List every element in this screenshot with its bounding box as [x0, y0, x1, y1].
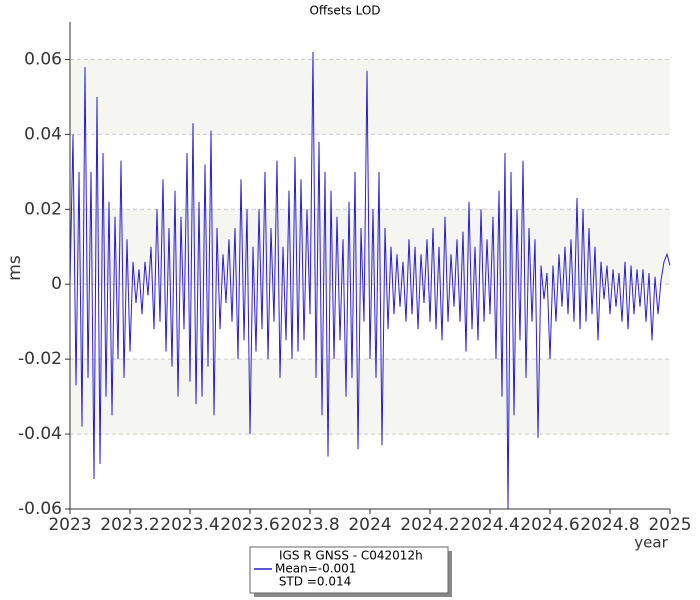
- x-tick-label: 2024.8: [580, 515, 639, 535]
- x-tick-label: 2024.4: [460, 515, 519, 535]
- x-tick-label: 2023.6: [220, 515, 279, 535]
- x-axis-label: year: [634, 534, 668, 552]
- x-tick-label: 2023.2: [100, 515, 159, 535]
- grid-band: [70, 209, 670, 285]
- x-tick-label: 2023.4: [160, 515, 219, 535]
- y-axis-label: ms: [5, 255, 25, 281]
- x-tick-label: 2024.2: [400, 515, 459, 535]
- x-tick-label: 2023: [48, 515, 91, 535]
- grid-band: [70, 359, 670, 435]
- x-tick-label: 2025: [648, 515, 691, 535]
- y-tick-label: 0.04: [24, 124, 62, 144]
- legend-mean: Mean=-0.001: [275, 562, 356, 576]
- legend-label: IGS R GNSS - C042012h: [279, 549, 423, 563]
- grid-band: [70, 59, 670, 135]
- y-tick-label: -0.04: [18, 424, 62, 444]
- chart-title: Offsets LOD: [309, 4, 380, 18]
- y-tick-label: 0: [51, 274, 62, 294]
- x-tick-label: 2024.6: [520, 515, 579, 535]
- y-tick-label: -0.06: [18, 499, 62, 519]
- y-tick-label: 0.06: [24, 49, 62, 69]
- legend-box: [249, 546, 449, 594]
- x-tick-label: 2023.8: [280, 515, 339, 535]
- legend: IGS R GNSS - C042012h Mean=-0.001 STD =0…: [249, 546, 452, 597]
- legend-std: STD =0.014: [275, 575, 351, 589]
- data-line: [69, 51, 671, 510]
- y-tick-label: -0.02: [18, 349, 62, 369]
- x-tick-label: 2024: [348, 515, 391, 535]
- y-tick-label: 0.02: [24, 199, 62, 219]
